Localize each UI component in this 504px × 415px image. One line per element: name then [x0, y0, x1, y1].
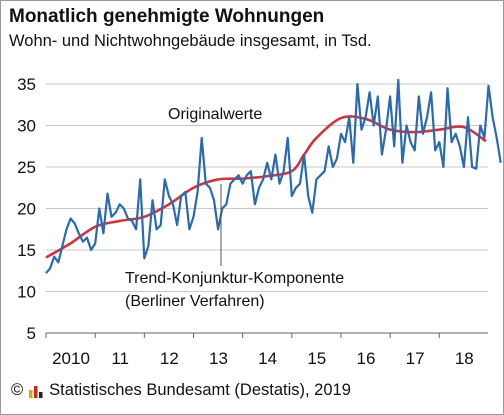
chart-title: Monatlich genehmigte Wohnungen [9, 6, 325, 27]
annotation-trend-method: (Berliner Verfahren) [125, 293, 265, 310]
y-tick-label: 25 [17, 158, 36, 177]
series-lines [45, 78, 502, 274]
chart-subtitle: Wohn- und Nichtwohngebäude insgesamt, in… [9, 32, 372, 50]
y-tick-label: 10 [17, 283, 36, 302]
x-tick-label: 14 [258, 349, 277, 368]
annotation-trend: Trend-Konjunktur-Komponente [125, 270, 344, 287]
x-tick-label: 12 [160, 349, 179, 368]
x-tick-label: 2010 [52, 349, 90, 368]
series-line-trend [45, 115, 487, 259]
gridlines [45, 83, 488, 338]
source-text: Statistisches Bundesamt (Destatis), 2019 [49, 381, 351, 399]
source-line: © Statistisches Bundesamt (Destatis), 20… [11, 381, 351, 400]
y-tick-label: 30 [17, 117, 36, 136]
annotation-originalwerte: Originalwerte [168, 106, 262, 123]
y-tick-label: 15 [17, 241, 36, 260]
y-tick-label: 35 [17, 75, 36, 94]
x-tick-label: 15 [307, 349, 326, 368]
x-tick-label: 11 [111, 349, 129, 368]
x-tick-labels: 2010 11 12 13 14 15 16 17 18 [52, 349, 474, 368]
annotations: Originalwerte Trend-Konjunktur-Komponent… [125, 106, 344, 310]
x-tick-label: 16 [357, 349, 376, 368]
copyright-symbol: © [11, 381, 24, 399]
y-tick-labels: 5 10 15 20 25 30 35 [17, 75, 36, 343]
y-tick-label: 20 [17, 200, 36, 219]
x-tick-label: 13 [209, 349, 228, 368]
x-tick-label: 18 [455, 349, 474, 368]
destatis-logo-icon [29, 385, 43, 398]
x-tick-label: 17 [406, 349, 425, 368]
series-line-original [45, 78, 502, 274]
y-tick-label: 5 [27, 324, 36, 343]
